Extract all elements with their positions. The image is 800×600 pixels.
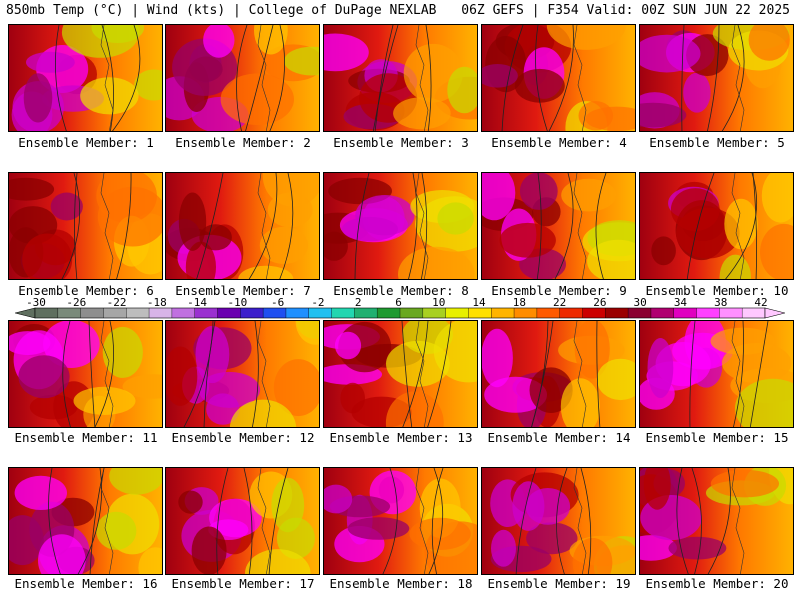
ensemble-map-1 xyxy=(8,24,163,132)
color-scale-tick: -10 xyxy=(227,296,248,309)
ensemble-map-14 xyxy=(481,320,636,428)
color-scale-tick: -26 xyxy=(66,296,87,309)
color-scale-tick: 30 xyxy=(633,296,647,309)
color-scale-tick: 26 xyxy=(593,296,607,309)
color-scale-bar xyxy=(15,307,785,319)
ensemble-map-6 xyxy=(8,172,163,280)
color-scale-tick: -14 xyxy=(187,296,208,309)
ensemble-map-5 xyxy=(639,24,794,132)
ensemble-map-16 xyxy=(8,467,163,575)
color-scale-tick: 42 xyxy=(754,296,768,309)
ensemble-map-11 xyxy=(8,320,163,428)
ensemble-map-2 xyxy=(165,24,320,132)
ensemble-map-18 xyxy=(323,467,478,575)
ensemble-member-caption: Ensemble Member: 18 xyxy=(329,576,473,591)
ensemble-map-12 xyxy=(165,320,320,428)
color-scale-tick: 38 xyxy=(714,296,728,309)
color-scale-tick: 34 xyxy=(673,296,688,309)
ensemble-member-caption: Ensemble Member: 12 xyxy=(171,430,315,445)
ensemble-member-caption: Ensemble Member: 3 xyxy=(333,135,469,150)
color-scale-tick: -18 xyxy=(146,296,167,309)
ensemble-map-20 xyxy=(639,467,794,575)
color-scale-tick: 10 xyxy=(432,296,446,309)
ensemble-member-caption: Ensemble Member: 14 xyxy=(487,430,631,445)
ensemble-member-caption: Ensemble Member: 4 xyxy=(491,135,627,150)
ensemble-member-caption: Ensemble Member: 19 xyxy=(487,576,631,591)
ensemble-member-caption: Ensemble Member: 9 xyxy=(491,283,627,298)
ensemble-map-3 xyxy=(323,24,478,132)
ensemble-member-caption: Ensemble Member: 13 xyxy=(329,430,473,445)
color-scale-tick: -2 xyxy=(311,296,325,309)
color-scale-tick: 6 xyxy=(395,296,402,309)
ensemble-map-7 xyxy=(165,172,320,280)
ensemble-member-caption: Ensemble Member: 6 xyxy=(18,283,154,298)
ensemble-member-caption: Ensemble Member: 2 xyxy=(175,135,311,150)
color-scale-tick: -22 xyxy=(106,296,127,309)
color-scale-tick: 14 xyxy=(472,296,486,309)
ensemble-member-caption: Ensemble Member: 5 xyxy=(649,135,785,150)
ensemble-member-caption: Ensemble Member: 16 xyxy=(14,576,158,591)
ensemble-member-caption: Ensemble Member: 1 xyxy=(18,135,154,150)
ensemble-map-17 xyxy=(165,467,320,575)
ensemble-member-caption: Ensemble Member: 7 xyxy=(175,283,311,298)
ensemble-member-caption: Ensemble Member: 10 xyxy=(645,283,789,298)
ensemble-map-15 xyxy=(639,320,794,428)
ensemble-map-9 xyxy=(481,172,636,280)
ensemble-map-8 xyxy=(323,172,478,280)
color-scale-tick: -30 xyxy=(26,296,46,309)
ensemble-member-caption: Ensemble Member: 20 xyxy=(645,576,789,591)
model-run-info: 06Z GEFS | F354 Valid: 00Z SUN JUN 22 20… xyxy=(461,3,790,18)
color-scale-tick: -6 xyxy=(271,296,285,309)
ensemble-map-10 xyxy=(639,172,794,280)
ensemble-member-caption: Ensemble Member: 15 xyxy=(645,430,789,445)
ensemble-map-4 xyxy=(481,24,636,132)
color-scale-tick: 2 xyxy=(354,296,362,309)
ensemble-map-19 xyxy=(481,467,636,575)
ensemble-member-caption: Ensemble Member: 8 xyxy=(333,283,469,298)
ensemble-member-caption: Ensemble Member: 11 xyxy=(14,430,158,445)
color-scale-tick: 22 xyxy=(552,296,567,309)
ensemble-member-caption: Ensemble Member: 17 xyxy=(171,576,315,591)
ensemble-map-13 xyxy=(323,320,478,428)
map-title: 850mb Temp (°C) | Wind (kts) | College o… xyxy=(6,3,437,18)
color-scale-tick: 18 xyxy=(512,296,526,309)
